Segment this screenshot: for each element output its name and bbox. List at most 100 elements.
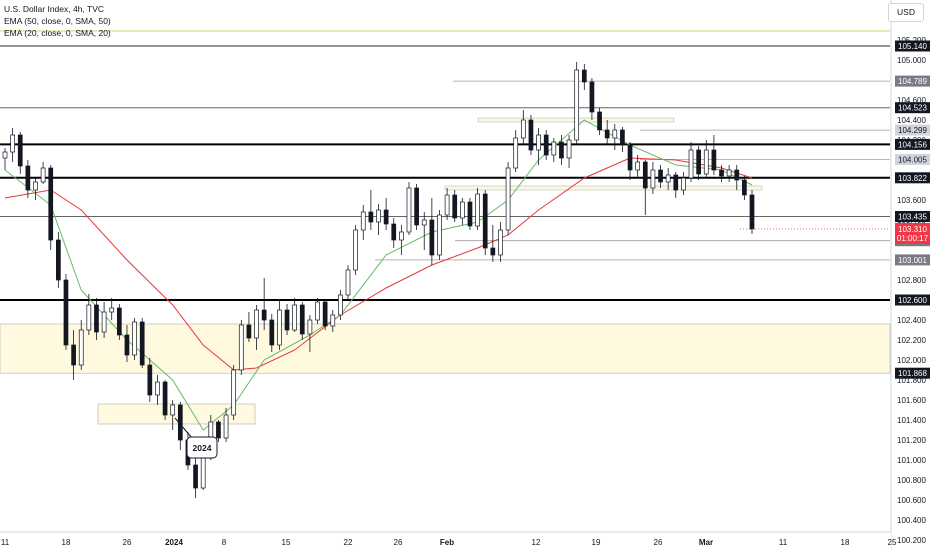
- candle-body: [734, 169, 740, 181]
- candle-body: [292, 304, 298, 331]
- supply-demand-zones: [0, 117, 891, 425]
- candles: [2, 62, 755, 498]
- price-tick: 102.800: [897, 276, 926, 285]
- candle-body: [56, 239, 61, 281]
- level-label: 105.140: [898, 42, 927, 51]
- level-label-bg: [895, 254, 930, 266]
- candle-body: [566, 139, 572, 159]
- time-tick: 25: [888, 538, 897, 547]
- candle-body: [315, 301, 320, 321]
- candle-body: [528, 119, 534, 151]
- candle-body: [345, 269, 351, 296]
- candle-body: [101, 311, 107, 333]
- level-label-bg: [895, 124, 930, 136]
- current-price-countdown: 01:00:17: [897, 234, 929, 243]
- level-label: 104.789: [898, 77, 927, 86]
- level-label: 104.156: [898, 140, 927, 149]
- candle-body: [551, 141, 557, 156]
- time-tick: 12: [532, 538, 541, 547]
- candle-body: [681, 177, 686, 191]
- candle-body: [25, 165, 31, 191]
- candle-body: [71, 344, 76, 366]
- horizontal-levels: [0, 30, 890, 301]
- candle-body: [467, 201, 473, 227]
- candle-body: [437, 214, 442, 256]
- level-label-bg: [895, 172, 930, 184]
- candle-body: [719, 169, 724, 177]
- candle-body: [261, 309, 267, 321]
- price-tick: 101.200: [897, 436, 926, 445]
- level-label: 104.005: [898, 156, 927, 165]
- zone: [444, 185, 763, 191]
- candle-body: [444, 194, 450, 216]
- time-tick: 18: [841, 538, 850, 547]
- price-tick: 102.200: [897, 336, 926, 345]
- time-tick: 2024: [165, 538, 183, 547]
- time-tick: 11: [779, 538, 788, 547]
- current-price-bg: [895, 223, 930, 244]
- candle-body: [277, 309, 282, 346]
- callout-label: 2024: [193, 443, 212, 453]
- candle-body: [642, 161, 648, 189]
- candle-body: [17, 134, 23, 167]
- level-label: 102.600: [898, 296, 927, 305]
- candle-body: [391, 223, 397, 241]
- chart-legend: U.S. Dollar Index, 4h, TVC EMA (50, clos…: [4, 3, 111, 39]
- candle-body: [78, 329, 84, 366]
- time-tick: 8: [222, 538, 227, 547]
- candle-body: [193, 464, 198, 489]
- candle-body: [726, 169, 732, 177]
- time-axis[interactable]: 11 18 26 2024 8 15 22 26 Feb 12 19 26 Mar 11 18 25: [0, 531, 897, 550]
- candle-body: [742, 179, 747, 196]
- time-tick: 15: [282, 538, 291, 547]
- ema50-line: [4, 157, 753, 371]
- candle-body: [414, 187, 419, 226]
- candle-body: [360, 211, 366, 231]
- candle-body: [63, 279, 69, 346]
- time-tick: 26: [394, 538, 403, 547]
- candle-body: [711, 149, 717, 171]
- candle-body: [139, 321, 145, 366]
- price-tick: 101.400: [897, 416, 926, 425]
- candle-body: [604, 129, 610, 139]
- level-label-bg: [895, 294, 930, 306]
- candle-body: [543, 134, 549, 156]
- price-tick: 100.600: [897, 496, 926, 505]
- time-axis-background: [0, 532, 891, 550]
- price-tick: 101.800: [897, 376, 926, 385]
- candle-body: [421, 219, 427, 226]
- ema20-legend[interactable]: EMA (20, close, 0, SMA, 20): [4, 28, 111, 38]
- candle-body: [86, 304, 92, 331]
- currency-button[interactable]: USD: [888, 3, 924, 22]
- ema50-legend[interactable]: EMA (50, close, 0, SMA, 50): [4, 16, 111, 26]
- candle-body: [40, 167, 46, 183]
- candle-body: [162, 381, 168, 416]
- price-axis[interactable]: 105.200105.000104.800104.600104.400104.2…: [740, 0, 932, 550]
- candle-body: [452, 194, 458, 219]
- level-label: 103.435: [898, 213, 927, 222]
- candle-body: [696, 149, 701, 175]
- time-tick: Feb: [440, 538, 454, 547]
- level-label-bg: [895, 154, 930, 165]
- candle-body: [589, 81, 595, 113]
- time-tick: Mar: [699, 538, 713, 547]
- candle-body: [406, 187, 412, 233]
- candle-body: [505, 167, 511, 231]
- candle-body: [658, 169, 663, 183]
- time-tick: 22: [344, 538, 353, 547]
- candle-body: [2, 151, 8, 159]
- candle-body: [330, 314, 336, 327]
- candle-body: [536, 134, 541, 151]
- candle-body: [155, 381, 160, 396]
- candle-body: [665, 174, 671, 183]
- candle-body: [376, 209, 381, 223]
- candle-body: [703, 149, 709, 175]
- price-tick: 103.600: [897, 196, 926, 205]
- candle-body: [459, 201, 465, 219]
- symbol-label[interactable]: U.S. Dollar Index, 4h, TVC: [4, 4, 104, 14]
- candle-body: [513, 137, 519, 169]
- level-label-bg: [895, 102, 930, 114]
- candle-body: [124, 334, 130, 356]
- candle-body: [383, 209, 389, 225]
